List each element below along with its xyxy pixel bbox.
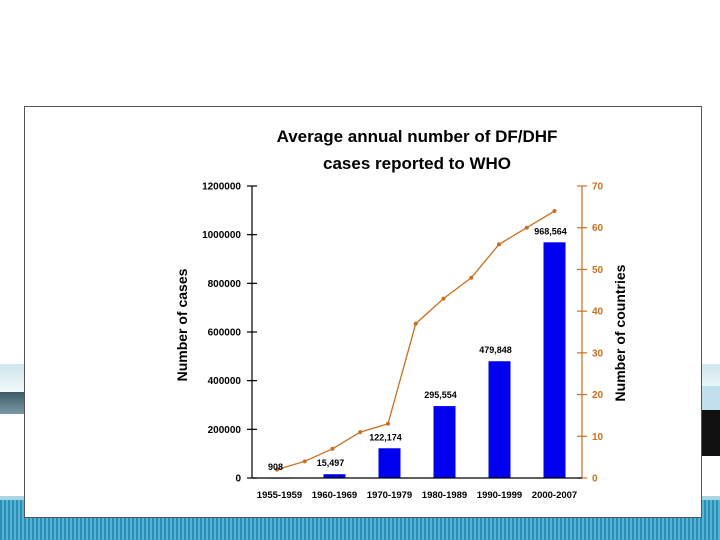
x-tick-label: 1980-1989 [422,490,467,501]
bar-value-label: 968,564 [534,226,567,236]
countries-point [552,209,557,214]
y2-tick-label: 70 [592,182,604,193]
y2-tick-label: 30 [592,348,604,359]
bar-1970-1979 [378,448,401,478]
countries-point [386,421,390,426]
chart-frame: Average annual number of DF/DHF cases re… [24,106,702,518]
line-group [275,209,557,472]
axes-group [247,185,587,479]
chart-title-line-2: cases reported to WHO [323,154,511,173]
countries-line [276,210,555,471]
slide-decoration-right-light [700,386,720,410]
countries-point [497,242,501,247]
y-tick-label: 1200000 [202,182,241,193]
bar-value-label: 479,848 [479,345,512,355]
y-tick-label: 1000000 [202,230,241,241]
bars-group [268,242,566,479]
countries-point [275,467,279,472]
bar-value-label: 295,554 [424,390,457,400]
countries-point [441,296,446,301]
slide-decoration-left [0,392,24,414]
y2-axis-label: Number of countries [612,264,628,401]
countries-point [469,275,474,280]
y-tick-label: 400000 [208,376,242,387]
bar-1960-1969 [323,474,346,478]
bar-value-label: 15,497 [317,458,345,468]
y-axis-label: Number of cases [174,268,190,381]
slide-decoration-right-dark [700,410,720,456]
y2-tick-label: 40 [592,307,604,318]
y2-tick-label: 20 [592,390,604,401]
bar-value-label: 908 [268,462,283,472]
bar-1990-1999 [488,361,511,478]
bar-2000-2007 [543,242,566,478]
countries-point [413,321,418,326]
dengue-chart: Average annual number of DF/DHF cases re… [174,127,628,502]
x-tick-label: 2000-2007 [532,490,577,501]
chart-title-line-1: Average annual number of DF/DHF [277,127,558,146]
countries-point [358,430,363,435]
labels-group: 908 15,497 122,174 295,554 479,848 968,564 0 20… [202,182,603,502]
countries-point [330,446,335,451]
y-tick-label: 200000 [208,425,242,436]
countries-point [524,225,529,230]
bar-value-label: 122,174 [369,432,402,442]
bar-1980-1989 [433,406,456,478]
y2-tick-label: 0 [592,474,598,485]
x-tick-label: 1970-1979 [367,490,412,501]
y-tick-label: 600000 [208,328,242,339]
y2-tick-label: 50 [592,265,604,276]
y-tick-label: 800000 [208,279,242,290]
x-tick-label: 1960-1969 [312,490,357,501]
y-tick-label: 0 [235,474,241,485]
x-tick-label: 1990-1999 [477,490,522,501]
x-tick-label: 1955-1959 [257,490,302,501]
countries-point [302,459,307,464]
y2-tick-label: 60 [592,223,604,234]
y2-tick-label: 10 [592,432,604,443]
